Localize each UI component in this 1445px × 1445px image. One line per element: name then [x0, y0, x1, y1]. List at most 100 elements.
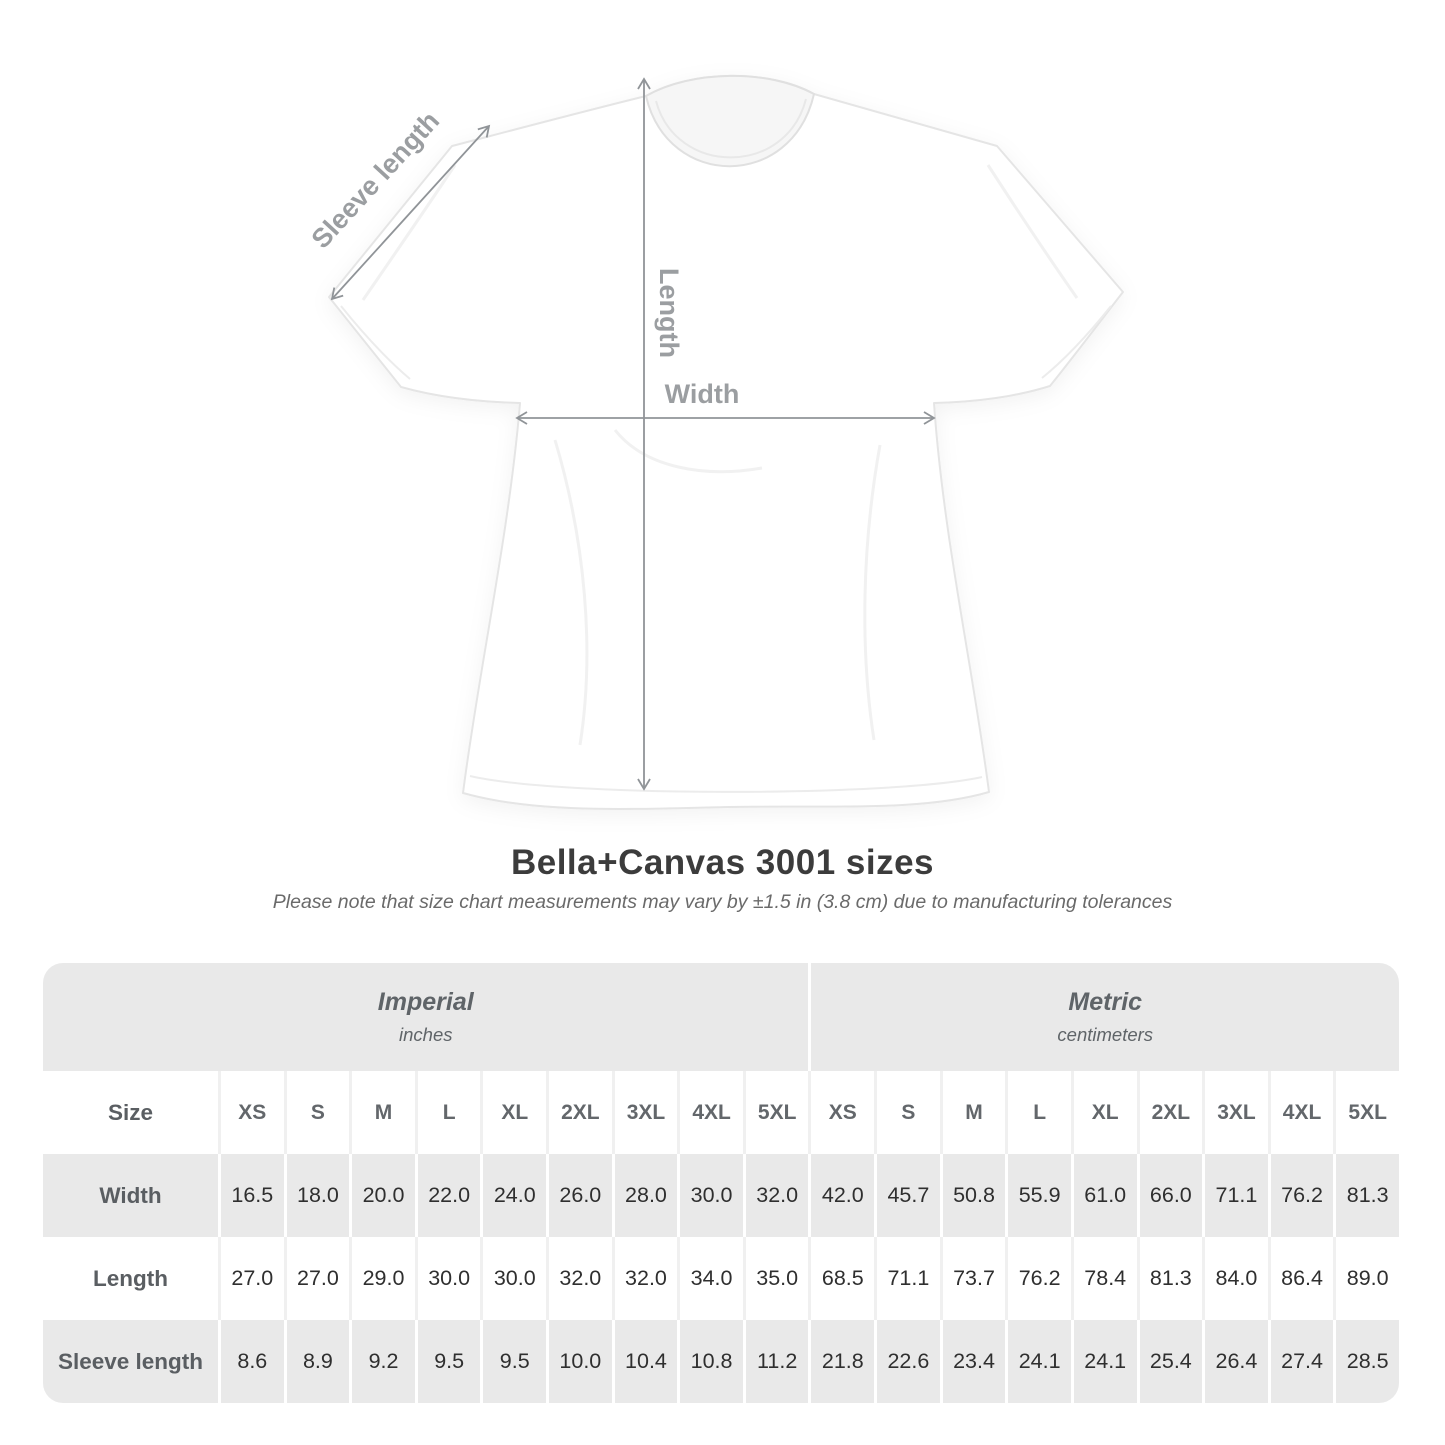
table-cell: 29.0 — [352, 1237, 415, 1320]
size-col-header: S — [877, 1071, 940, 1154]
table-cell: 35.0 — [745, 1237, 809, 1320]
metric-label: Metric — [1068, 988, 1143, 1016]
table-cell: 84.0 — [1205, 1237, 1268, 1320]
table-cell: 27.4 — [1270, 1320, 1334, 1403]
table-cell: 81.3 — [1139, 1237, 1203, 1320]
page-subtitle: Please note that size chart measurements… — [272, 891, 1173, 913]
size-col-header: 3XL — [1205, 1071, 1268, 1154]
table-cell: 22.0 — [417, 1154, 481, 1237]
imperial-label: Imperial — [377, 988, 474, 1016]
table-cell: 9.5 — [417, 1320, 481, 1403]
table-cell: 30.0 — [483, 1237, 547, 1320]
table-cell: 73.7 — [942, 1237, 1006, 1320]
table-cell: 8.6 — [221, 1320, 284, 1403]
size-col-header: XS — [221, 1071, 284, 1154]
table-cell: 28.0 — [614, 1154, 678, 1237]
table-cell: 45.7 — [877, 1154, 940, 1237]
sleeve-length-arrow — [330, 124, 491, 301]
row-label: Sleeve length — [43, 1320, 218, 1403]
unit-band-row: Imperial inches Metric centimeters — [43, 963, 1399, 1071]
table-cell: 86.4 — [1270, 1237, 1334, 1320]
table-cell: 24.1 — [1008, 1320, 1071, 1403]
tshirt-stitches — [340, 305, 1112, 793]
table-cell: 28.5 — [1336, 1320, 1399, 1403]
size-col-header: 5XL — [745, 1071, 809, 1154]
table-cell: 34.0 — [680, 1237, 743, 1320]
metric-unit: centimeters — [1057, 1024, 1154, 1045]
table-cell: 10.0 — [549, 1320, 612, 1403]
table-cell: 32.0 — [745, 1154, 809, 1237]
table-cell: 32.0 — [549, 1237, 612, 1320]
size-header-row: Size XS S M L XL 2XL 3XL 4XL 5XL XS S M … — [43, 1071, 1399, 1154]
table-cell: 81.3 — [1336, 1154, 1399, 1237]
table-cell: 76.2 — [1270, 1154, 1334, 1237]
table-cell: 42.0 — [811, 1154, 875, 1237]
table-cell: 10.8 — [680, 1320, 743, 1403]
size-table-wrap: Imperial inches Metric centimeters Size … — [40, 963, 1402, 1403]
table-cell: 68.5 — [811, 1237, 875, 1320]
width-label: Width — [665, 379, 740, 409]
table-cell: 16.5 — [221, 1154, 284, 1237]
table-cell: 78.4 — [1073, 1237, 1137, 1320]
size-col-header: XL — [483, 1071, 547, 1154]
table-cell: 18.0 — [286, 1154, 350, 1237]
table-cell: 8.9 — [286, 1320, 350, 1403]
row-label: Length — [43, 1237, 218, 1320]
table-cell: 22.6 — [877, 1320, 940, 1403]
tshirt-wrinkles — [361, 164, 1079, 746]
table-cell: 61.0 — [1073, 1154, 1137, 1237]
size-col-header: 4XL — [680, 1071, 743, 1154]
size-col-header: L — [1008, 1071, 1071, 1154]
table-cell: 27.0 — [221, 1237, 284, 1320]
table-cell: 21.8 — [811, 1320, 875, 1403]
table-cell: 55.9 — [1008, 1154, 1071, 1237]
tshirt-collar-band — [655, 98, 807, 159]
tshirt-graphic — [328, 74, 1124, 810]
tshirt-collar — [644, 74, 816, 168]
size-col-header: M — [352, 1071, 415, 1154]
table-cell: 25.4 — [1139, 1320, 1203, 1403]
table-cell: 71.1 — [1205, 1154, 1268, 1237]
width-row: Width 16.5 18.0 20.0 22.0 24.0 26.0 28.0… — [43, 1154, 1399, 1237]
size-chart-table: Imperial inches Metric centimeters Size … — [40, 963, 1402, 1403]
table-cell: 32.0 — [614, 1237, 678, 1320]
table-cell: 9.2 — [352, 1320, 415, 1403]
size-col-header: L — [417, 1071, 481, 1154]
row-label: Width — [43, 1154, 218, 1237]
size-col-header: 5XL — [1336, 1071, 1399, 1154]
table-cell: 24.1 — [1073, 1320, 1137, 1403]
table-cell: 71.1 — [877, 1237, 940, 1320]
size-col-header: 3XL — [614, 1071, 678, 1154]
size-col-header: 2XL — [549, 1071, 612, 1154]
size-col-header: XL — [1073, 1071, 1137, 1154]
table-cell: 66.0 — [1139, 1154, 1203, 1237]
table-cell: 11.2 — [745, 1320, 809, 1403]
length-label: Length — [654, 268, 684, 358]
table-cell: 89.0 — [1336, 1237, 1399, 1320]
table-cell: 50.8 — [942, 1154, 1006, 1237]
size-header-label: Size — [43, 1071, 218, 1154]
sleeve-length-row: Sleeve length 8.6 8.9 9.2 9.5 9.5 10.0 1… — [43, 1320, 1399, 1403]
tshirt-body — [328, 74, 1124, 810]
imperial-unit: inches — [399, 1024, 453, 1045]
table-cell: 26.4 — [1205, 1320, 1268, 1403]
size-col-header: S — [286, 1071, 350, 1154]
size-col-header: M — [942, 1071, 1006, 1154]
table-cell: 23.4 — [942, 1320, 1006, 1403]
table-cell: 9.5 — [483, 1320, 547, 1403]
table-cell: 24.0 — [483, 1154, 547, 1237]
size-col-header: XS — [811, 1071, 875, 1154]
table-cell: 30.0 — [680, 1154, 743, 1237]
table-cell: 76.2 — [1008, 1237, 1071, 1320]
table-cell: 26.0 — [549, 1154, 612, 1237]
size-col-header: 4XL — [1270, 1071, 1334, 1154]
tshirt-measurement-diagram: Sleeve length Length Width — [306, 74, 1124, 810]
size-col-header: 2XL — [1139, 1071, 1203, 1154]
length-row: Length 27.0 27.0 29.0 30.0 30.0 32.0 32.… — [43, 1237, 1399, 1320]
measurement-arrows — [330, 77, 936, 791]
imperial-band: Imperial inches — [43, 963, 809, 1071]
table-cell: 20.0 — [352, 1154, 415, 1237]
page-title: Bella+Canvas 3001 sizes — [510, 843, 935, 882]
metric-band: Metric centimeters — [811, 963, 1399, 1071]
